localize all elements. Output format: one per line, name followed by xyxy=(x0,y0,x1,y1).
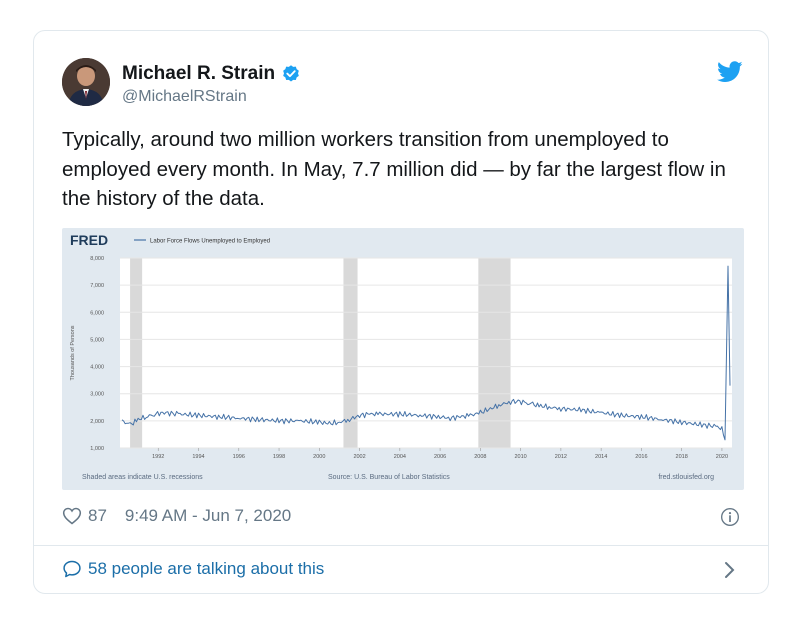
y-tick-label: 6,000 xyxy=(90,310,104,316)
author-name[interactable]: Michael R. Strain xyxy=(122,63,276,84)
x-tick-label: 2006 xyxy=(434,454,446,460)
tweet-timestamp[interactable]: 9:49 AM - Jun 7, 2020 xyxy=(124,506,292,525)
x-tick-label: 1994 xyxy=(192,454,204,460)
chevron-right-icon[interactable] xyxy=(724,560,736,580)
x-tick-label: 1998 xyxy=(273,454,285,460)
avatar[interactable] xyxy=(62,58,110,106)
site-note: fred.stlouisfed.org xyxy=(658,474,714,481)
recession-note: Shaded areas indicate U.S. recessions xyxy=(82,474,203,481)
x-tick-label: 2016 xyxy=(635,454,647,460)
tweet-card: Michael R. Strain @MichaelRStrain Typica… xyxy=(33,30,769,594)
fred-logo: FRED xyxy=(70,232,108,248)
x-tick-label: 2000 xyxy=(313,454,325,460)
x-tick-label: 1996 xyxy=(233,454,245,460)
comment-bubble-icon xyxy=(63,560,81,578)
source-note: Source: U.S. Bureau of Labor Statistics xyxy=(328,474,450,481)
x-tick-label: 2008 xyxy=(474,454,486,460)
likes-count[interactable]: 87 xyxy=(88,506,107,525)
y-tick-label: 8,000 xyxy=(90,256,104,262)
x-tick-label: 2018 xyxy=(676,454,688,460)
plot-area xyxy=(120,258,732,448)
talking-text: 58 people are talking about this xyxy=(88,559,325,578)
x-tick-label: 2020 xyxy=(716,454,728,460)
legend-label: Labor Force Flows Unemployed to Employed xyxy=(150,239,270,245)
twitter-bird-icon[interactable] xyxy=(717,61,743,83)
heart-icon[interactable] xyxy=(62,506,82,526)
tweet-text: Typically, around two million workers tr… xyxy=(62,128,726,210)
y-tick-label: 5,000 xyxy=(90,337,104,343)
y-tick-label: 4,000 xyxy=(90,365,104,371)
x-tick-label: 2004 xyxy=(394,454,406,460)
recession-band xyxy=(343,258,358,448)
conversation-link[interactable]: 58 people are talking about this xyxy=(62,559,324,579)
recession-band xyxy=(130,258,143,448)
y-tick-label: 2,000 xyxy=(90,419,104,425)
author-handle[interactable]: @MichaelRStrain xyxy=(122,88,247,105)
y-tick-label: 7,000 xyxy=(90,283,104,289)
x-tick-label: 2012 xyxy=(555,454,567,460)
x-tick-label: 1992 xyxy=(152,454,164,460)
info-icon[interactable] xyxy=(720,507,740,527)
y-axis-label: Thousands of Persons xyxy=(70,325,76,380)
y-tick-label: 1,000 xyxy=(90,446,104,452)
x-tick-label: 2002 xyxy=(353,454,365,460)
chart-svg: 8,000 7,000 6,000 5,000 4,000 3,000 2,000 1,000… xyxy=(70,232,732,481)
verified-badge-icon xyxy=(283,65,299,82)
y-tick-label: 3,000 xyxy=(90,392,104,398)
x-tick-label: 2010 xyxy=(514,454,526,460)
divider xyxy=(34,545,768,546)
series-line xyxy=(121,265,731,441)
fred-chart[interactable]: 8,000 7,000 6,000 5,000 4,000 3,000 2,000 1,000… xyxy=(62,228,744,490)
x-tick-label: 2014 xyxy=(595,454,607,460)
recession-band xyxy=(478,258,511,448)
